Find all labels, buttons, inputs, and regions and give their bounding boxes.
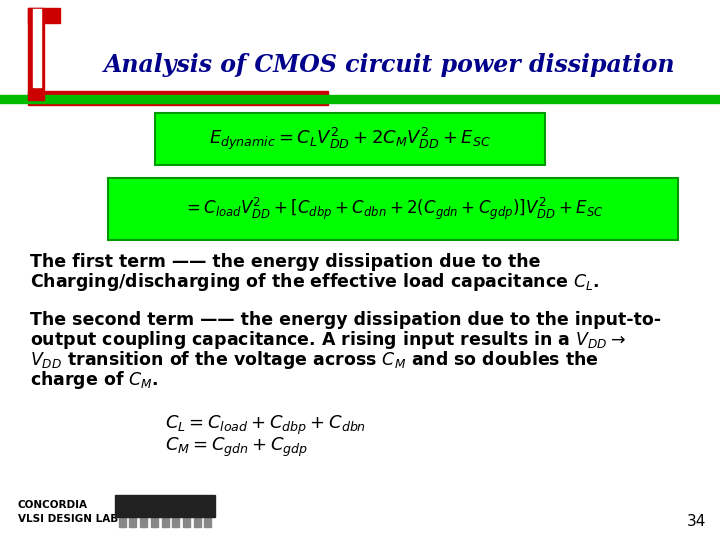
Bar — [161, 515, 168, 527]
Text: Charging/discharging of the effective load capacitance $C_{L}$.: Charging/discharging of the effective lo… — [30, 271, 600, 293]
Bar — [172, 515, 179, 527]
Bar — [28, 8, 60, 23]
Text: Analysis of CMOS circuit power dissipation: Analysis of CMOS circuit power dissipati… — [104, 53, 676, 77]
Bar — [194, 515, 201, 527]
Bar — [183, 515, 190, 527]
Bar — [155, 113, 545, 165]
Bar — [150, 515, 158, 527]
Bar — [108, 178, 678, 240]
Bar — [33, 9, 41, 87]
Text: CONCORDIA
VLSI DESIGN LAB: CONCORDIA VLSI DESIGN LAB — [18, 500, 118, 524]
Text: 34: 34 — [687, 515, 706, 530]
Bar — [28, 91, 328, 105]
Text: output coupling capacitance. A rising input results in a $V_{DD}\rightarrow$: output coupling capacitance. A rising in… — [30, 329, 626, 351]
Text: The first term —— the energy dissipation due to the: The first term —— the energy dissipation… — [30, 253, 541, 271]
Text: $E_{dynamic} = C_L V_{DD}^2 + 2C_M V_{DD}^2 + E_{SC}$: $E_{dynamic} = C_L V_{DD}^2 + 2C_M V_{DD… — [209, 126, 491, 152]
Bar — [140, 515, 147, 527]
Text: charge of $C_M$.: charge of $C_M$. — [30, 369, 158, 391]
Bar — [204, 515, 211, 527]
Text: $V_{DD}$ transition of the voltage across $C_M$ and so doubles the: $V_{DD}$ transition of the voltage acros… — [30, 349, 599, 371]
Bar — [115, 495, 215, 517]
Text: $= C_{load}V_{DD}^2 + [C_{dbp} + C_{dbn} + 2(C_{gdn} + C_{gdp})]V_{DD}^2 + E_{SC: $= C_{load}V_{DD}^2 + [C_{dbp} + C_{dbn}… — [183, 196, 603, 222]
Bar — [28, 8, 44, 100]
Text: The second term —— the energy dissipation due to the input-to-: The second term —— the energy dissipatio… — [30, 311, 661, 329]
Text: $C_M = C_{gdn} + C_{gdp}$: $C_M = C_{gdn} + C_{gdp}$ — [165, 435, 308, 458]
Bar — [119, 515, 126, 527]
Bar — [130, 515, 136, 527]
Bar — [0, 95, 720, 103]
Text: $C_L = C_{load} + C_{dbp} +C_{dbn}$: $C_L = C_{load} + C_{dbp} +C_{dbn}$ — [165, 414, 366, 437]
